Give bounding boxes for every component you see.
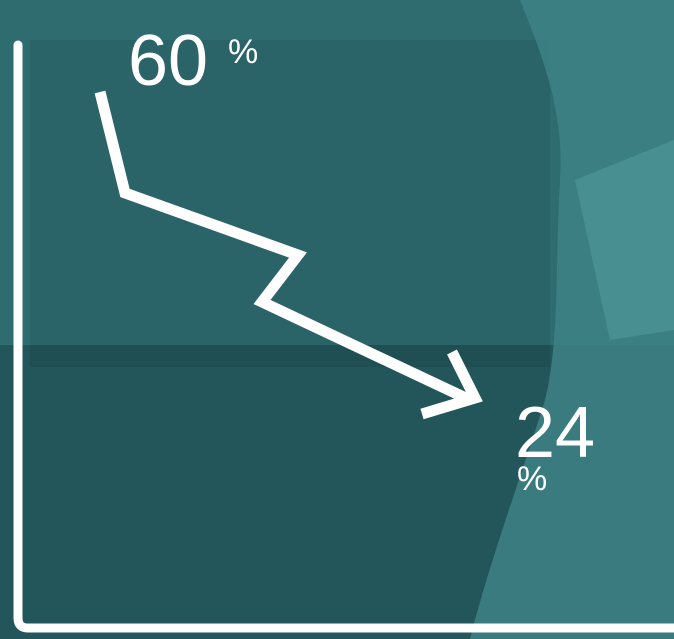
sill-shadow <box>30 345 550 367</box>
window-area <box>30 40 550 345</box>
start-value: 60 <box>128 21 208 101</box>
end-unit: % <box>517 460 547 498</box>
start-unit: % <box>228 33 258 71</box>
infographic: 60 % 24 % <box>0 0 674 639</box>
